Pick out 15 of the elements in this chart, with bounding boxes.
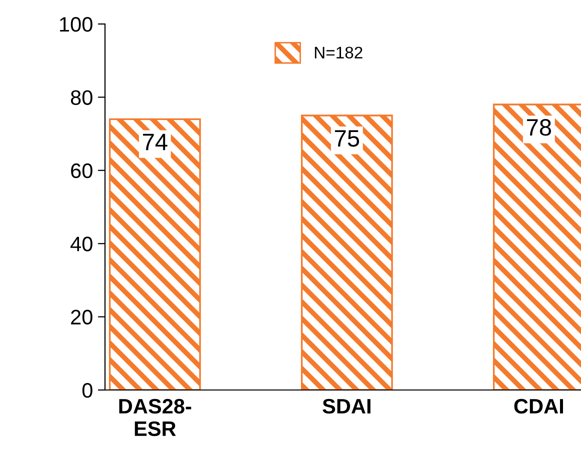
data-label: 74	[143, 134, 168, 150]
y-tick-label: 60	[71, 163, 92, 178]
legend-label: N=182	[314, 46, 362, 58]
data-label: 75	[335, 130, 360, 147]
y-tick-label: 80	[70, 90, 92, 105]
y-tick-label: 40	[70, 236, 92, 252]
data-label: 78	[527, 119, 552, 136]
bar	[300, 114, 393, 390]
bar	[108, 118, 201, 390]
y-tick-label: 0	[82, 383, 92, 398]
x-tick-label: SDAI	[322, 398, 370, 414]
x-tick-label: DAS28- ESR	[119, 398, 192, 436]
y-tick-label: 100	[60, 17, 92, 32]
y-tick-label: 20	[71, 310, 92, 325]
x-tick-label: CDAI	[514, 398, 563, 414]
